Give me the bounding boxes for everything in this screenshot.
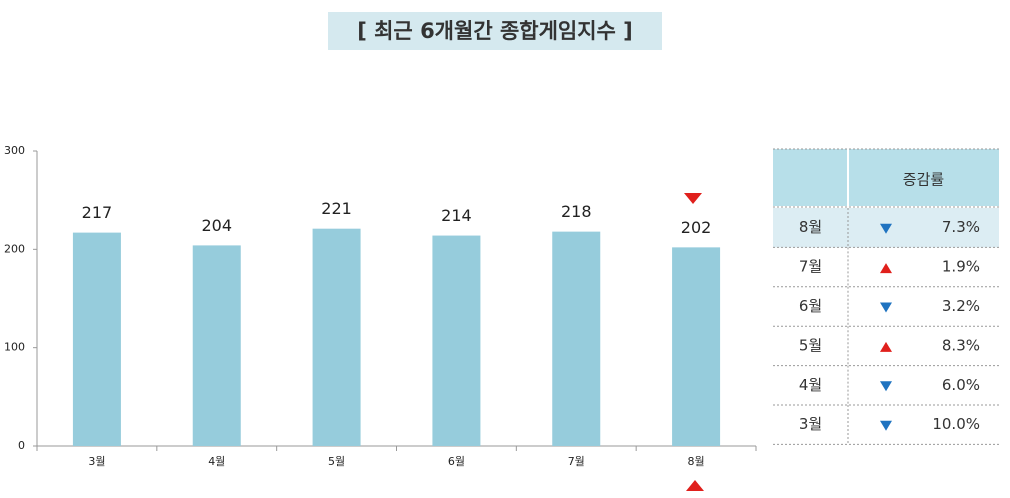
bar [192,245,241,446]
table-header: 증감률 [903,171,945,189]
row-month: 6월 [799,297,822,315]
highlight-arrow [684,193,702,204]
value-label: 221 [321,199,352,218]
row-month: 3월 [799,415,822,433]
x-tick-label: 8월 [688,455,705,468]
x-tick-label: 5월 [328,455,345,468]
header-cell [773,149,847,206]
x-tick-label: 4월 [208,455,225,468]
value-label: 202 [681,218,712,237]
bar [672,247,721,446]
direction-arrow [880,263,892,274]
row-month: 8월 [799,218,822,236]
y-tick-label: 0 [18,439,25,452]
chart-title: [ 최근 6개월간 종합게임지수 ] [357,19,633,43]
y-tick-label: 300 [4,144,25,157]
row-change: 1.9% [942,258,980,276]
direction-arrow [880,223,892,234]
bar [312,228,361,446]
direction-arrow [880,302,892,313]
y-tick-label: 100 [4,341,25,354]
direction-arrow [880,341,892,352]
header-cell [849,149,999,206]
bar [72,232,121,446]
row-change: 3.2% [942,297,980,315]
y-tick-label: 200 [4,242,25,255]
row-month: 7월 [799,258,822,276]
direction-arrow [880,381,892,392]
row-change: 7.3% [942,218,980,236]
row-month: 5월 [799,336,822,354]
x-tick-label: 3월 [88,455,105,468]
value-label: 218 [561,202,592,221]
bar [552,231,601,446]
title-box [328,12,662,50]
row-month: 4월 [799,376,822,394]
row-change: 10.0% [932,415,980,433]
row-change: 8.3% [942,336,980,354]
value-label: 204 [201,216,232,235]
value-label: 214 [441,206,472,225]
highlight-arrow [686,480,704,491]
direction-arrow [880,420,892,431]
row-change: 6.0% [942,376,980,394]
value-label: 217 [82,203,113,222]
bar [432,235,481,446]
x-tick-label: 7월 [568,455,585,468]
x-tick-label: 6월 [448,455,465,468]
